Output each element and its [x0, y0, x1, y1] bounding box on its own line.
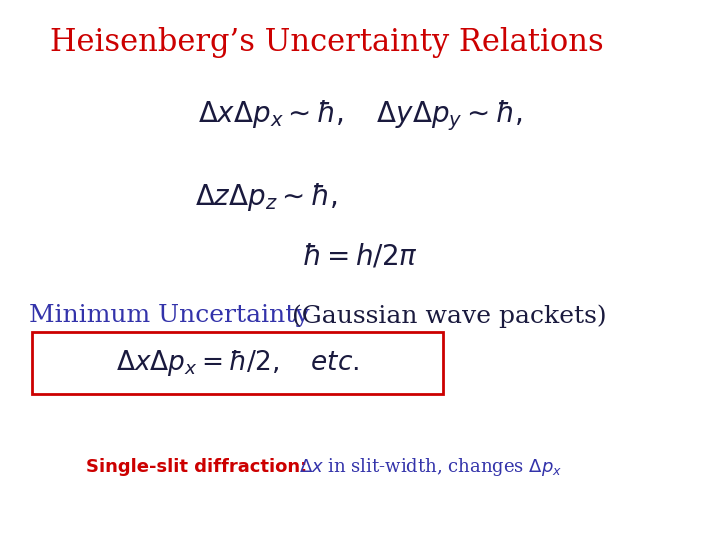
- Text: $\Delta x \Delta p_x = \hbar/2, \quad \mathit{etc.}$: $\Delta x \Delta p_x = \hbar/2, \quad \m…: [116, 348, 359, 378]
- Text: Heisenberg’s Uncertainty Relations: Heisenberg’s Uncertainty Relations: [50, 27, 604, 58]
- Text: $\Delta z \Delta p_z \sim \hbar,$: $\Delta z \Delta p_z \sim \hbar,$: [195, 181, 338, 213]
- Text: Minimum Uncertainty: Minimum Uncertainty: [29, 305, 310, 327]
- Text: $\Delta x \Delta p_x \sim \hbar, \quad \Delta y \Delta p_y \sim \hbar,$: $\Delta x \Delta p_x \sim \hbar, \quad \…: [198, 99, 522, 133]
- Text: (Gaussian wave packets): (Gaussian wave packets): [284, 304, 607, 328]
- Text: Single-slit diffraction:: Single-slit diffraction:: [86, 458, 307, 476]
- FancyBboxPatch shape: [32, 332, 443, 394]
- Text: $\Delta x$ in slit-width, changes $\Delta p_x$: $\Delta x$ in slit-width, changes $\Delt…: [299, 456, 562, 478]
- Text: $\hbar = h/2\pi$: $\hbar = h/2\pi$: [302, 242, 418, 271]
